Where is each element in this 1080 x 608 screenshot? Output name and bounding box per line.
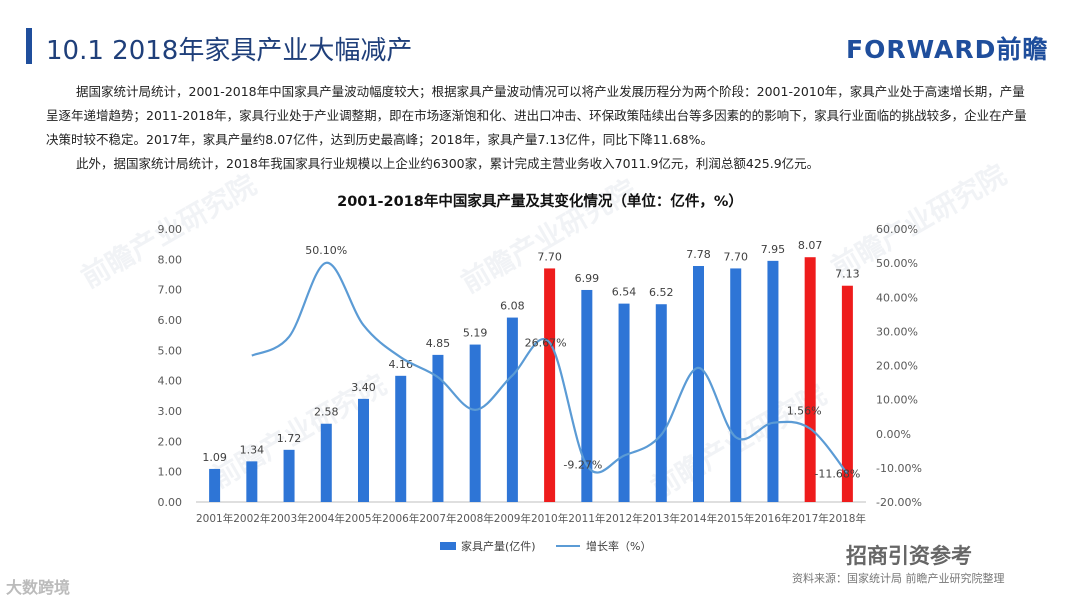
y-right-tick-label: 50.00% — [876, 257, 918, 270]
y-right-tick-label: -10.00% — [876, 462, 922, 475]
title-accent-bar — [26, 28, 32, 64]
y-left-tick-label: 1.00 — [158, 466, 183, 479]
legend-bar-label: 家具产量(亿件) — [461, 539, 536, 553]
x-tick-label: 2011年 — [568, 512, 605, 525]
x-tick-label: 2007年 — [419, 512, 456, 525]
x-tick-label: 2009年 — [494, 512, 531, 525]
x-tick-label: 2004年 — [308, 512, 345, 525]
bar-value-label: 4.85 — [426, 337, 451, 350]
bar — [841, 285, 853, 502]
legend-line-label: 增长率（%） — [586, 539, 651, 553]
y-right-tick-label: 60.00% — [876, 223, 918, 236]
bar — [283, 449, 295, 502]
bar-value-label: 7.70 — [723, 250, 748, 263]
bar — [581, 289, 593, 502]
bar — [544, 268, 556, 502]
bar-value-label: 8.07 — [798, 239, 823, 252]
y-left-tick-label: 6.00 — [158, 314, 183, 327]
bar — [395, 375, 407, 502]
paragraph-1: 据国家统计局统计，2001-2018年中国家具产量波动幅度较大；根据家具产量波动… — [46, 84, 1027, 147]
x-tick-label: 2018年 — [829, 512, 866, 525]
y-right-tick-label: 10.00% — [876, 394, 918, 407]
line-value-label: -11.68% — [814, 468, 860, 481]
bar — [655, 304, 667, 502]
line-value-label: 26.67% — [525, 337, 567, 350]
bar-value-label: 1.34 — [240, 443, 265, 456]
y-right-tick-label: 0.00% — [876, 428, 911, 441]
y-right-tick-label: 40.00% — [876, 291, 918, 304]
bar — [767, 260, 779, 502]
forward-logo: FORWARD前瞻 — [846, 35, 1049, 64]
y-left-tick-label: 9.00 — [158, 223, 183, 236]
x-tick-label: 2010年 — [531, 512, 568, 525]
line-value-label: 1.56% — [787, 405, 822, 418]
bar — [469, 344, 481, 502]
bar — [358, 398, 369, 502]
y-left-tick-label: 7.00 — [158, 284, 183, 297]
x-tick-label: 2001年 — [196, 512, 233, 525]
slide-title: 10.1 2018年家具产业大幅减产 — [46, 36, 413, 66]
bar-value-label: 6.52 — [649, 286, 674, 299]
bar-value-label: 2.58 — [314, 406, 339, 419]
legend-bar-swatch — [440, 542, 456, 550]
y-right-tick-label: -20.00% — [876, 496, 922, 509]
x-tick-label: 2008年 — [457, 512, 494, 525]
bar-value-label: 7.78 — [686, 248, 711, 261]
body-text: 据国家统计局统计，2001-2018年中国家具产量波动幅度较大；根据家具产量波动… — [46, 80, 1036, 176]
bar — [730, 268, 742, 502]
x-tick-label: 2012年 — [605, 512, 642, 525]
x-tick-label: 2002年 — [233, 512, 270, 525]
chart-title: 2001-2018年中国家具产量及其变化情况（单位：亿件，%） — [337, 194, 743, 210]
bar-value-label: 6.08 — [500, 300, 525, 313]
y-left-tick-label: 3.00 — [158, 405, 183, 418]
bar-value-label: 7.70 — [537, 250, 562, 263]
bar — [506, 317, 518, 502]
x-tick-label: 2014年 — [680, 512, 717, 525]
bar-value-label: 7.95 — [761, 243, 786, 256]
x-tick-label: 2006年 — [382, 512, 419, 525]
bar — [320, 423, 332, 502]
left-brand: 大数跨境 — [6, 578, 71, 597]
bar — [693, 266, 704, 502]
x-tick-label: 2013年 — [643, 512, 680, 525]
x-tick-label: 2005年 — [345, 512, 382, 525]
bar-value-label: 5.19 — [463, 327, 488, 340]
y-left-tick-label: 5.00 — [158, 344, 183, 357]
y-left-tick-label: 8.00 — [158, 253, 183, 266]
y-left-tick-label: 0.00 — [158, 496, 183, 509]
line-value-label: -9.27% — [563, 458, 602, 471]
y-left-tick-label: 2.00 — [158, 435, 183, 448]
wechat-watermark: 招商引资参考 — [846, 544, 972, 568]
x-tick-label: 2015年 — [717, 512, 754, 525]
bar-value-label: 4.16 — [388, 358, 413, 371]
growth-rate-line — [251, 261, 849, 475]
source-note: 资料来源：国家统计局 前瞻产业研究院整理 — [792, 572, 1005, 585]
bar-value-label: 1.09 — [202, 451, 227, 464]
bar — [209, 468, 221, 502]
bar-value-label: 6.99 — [575, 272, 600, 285]
x-tick-label: 2017年 — [792, 512, 829, 525]
line-value-label: 50.10% — [305, 244, 347, 257]
bar-value-label: 7.13 — [835, 268, 860, 281]
bar-value-label: 1.72 — [277, 432, 302, 445]
bar — [246, 461, 258, 502]
bar — [618, 303, 630, 502]
bar-value-label: 6.54 — [612, 286, 637, 299]
y-right-tick-label: 30.00% — [876, 325, 918, 338]
bar — [804, 257, 816, 502]
paragraph-2: 此外，据国家统计局统计，2018年我国家具行业规模以上企业约6300家，累计完成… — [76, 156, 820, 171]
y-left-tick-label: 4.00 — [158, 375, 183, 388]
x-tick-label: 2016年 — [754, 512, 791, 525]
y-right-tick-label: 20.00% — [876, 360, 918, 373]
x-tick-label: 2003年 — [270, 512, 307, 525]
bar — [432, 354, 444, 502]
bar-value-label: 3.40 — [351, 381, 376, 394]
